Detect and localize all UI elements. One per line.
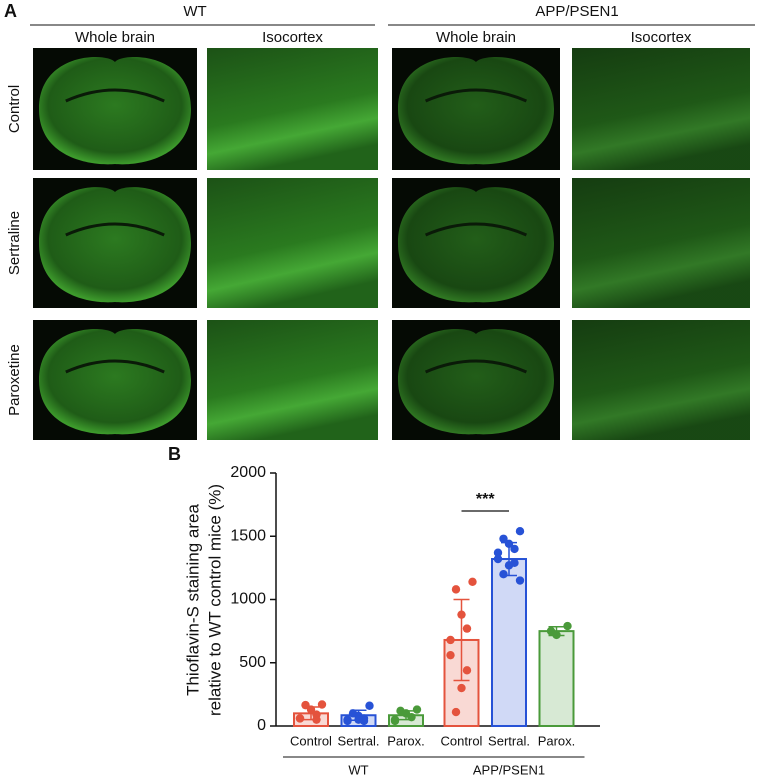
ventricle — [65, 88, 165, 103]
data-point — [446, 650, 455, 660]
brain-section — [398, 56, 554, 165]
data-point — [563, 621, 572, 631]
y-tick-label: 1000 — [230, 591, 266, 608]
data-point — [510, 544, 519, 554]
data-point — [343, 716, 352, 726]
group-label: APP/PSEN1 — [473, 762, 545, 777]
cortex-field — [207, 178, 378, 308]
x-tick-label: Control — [441, 733, 483, 748]
bar — [491, 558, 527, 728]
data-point — [451, 585, 461, 594]
column-header: Whole brain — [436, 29, 516, 46]
y-tick-label: 1500 — [230, 527, 266, 544]
row-label: Paroxetine — [6, 344, 23, 416]
data-point — [462, 624, 472, 633]
brain-section — [39, 187, 191, 303]
x-tick-label: Sertral. — [338, 733, 380, 748]
ventricle — [65, 222, 165, 237]
data-point — [365, 701, 374, 710]
cortex-field — [207, 320, 378, 440]
group-header: WT — [183, 3, 206, 20]
data-point — [493, 554, 503, 564]
column-header: Isocortex — [631, 29, 692, 46]
data-point — [493, 548, 503, 557]
data-point — [451, 707, 461, 717]
data-point — [317, 700, 327, 709]
data-point — [515, 576, 525, 585]
ventricle — [425, 222, 527, 237]
column-header: Isocortex — [262, 29, 323, 46]
data-point — [412, 705, 422, 714]
data-point — [295, 714, 305, 723]
x-tick-label: Sertral. — [488, 733, 530, 748]
row-label: Sertraline — [6, 211, 23, 275]
cortex-field — [207, 48, 378, 170]
data-point — [499, 534, 508, 543]
y-axis-label: relative to WT control mice (%) — [205, 484, 224, 716]
brain-section — [39, 328, 191, 435]
cortex-field — [572, 320, 750, 440]
data-point — [312, 715, 321, 724]
group-header: APP/PSEN1 — [535, 3, 618, 20]
ventricle — [425, 88, 527, 103]
data-point — [552, 630, 561, 640]
y-axis-label: Thioflavin-S staining area — [183, 504, 202, 696]
data-point — [457, 683, 466, 693]
data-point — [306, 705, 316, 714]
group-label: WT — [348, 762, 368, 777]
row-label: Control — [6, 85, 23, 133]
data-point — [390, 716, 400, 726]
brain-section — [39, 56, 191, 165]
column-header: Whole brain — [75, 29, 155, 46]
ventricle — [425, 359, 527, 374]
bar — [538, 630, 575, 727]
y-tick-label: 500 — [239, 654, 266, 671]
data-point — [468, 577, 477, 586]
data-point — [504, 539, 514, 549]
panel-label: B — [168, 444, 181, 464]
significance-label: *** — [476, 491, 495, 508]
x-tick-label: Control — [290, 733, 332, 748]
data-point — [504, 561, 514, 570]
data-point — [462, 666, 472, 675]
x-tick-label: Parox. — [387, 733, 425, 748]
data-point — [407, 712, 416, 722]
data-point — [446, 635, 455, 645]
data-point — [499, 570, 508, 579]
data-point — [354, 715, 363, 724]
ventricle — [65, 359, 165, 374]
cortex-field — [572, 178, 750, 308]
x-tick-label: Parox. — [538, 733, 576, 748]
y-tick-label: 2000 — [230, 464, 266, 481]
brain-section — [398, 328, 554, 435]
data-point — [515, 526, 525, 536]
y-tick-label: 0 — [257, 717, 266, 734]
brain-section — [398, 187, 554, 303]
cortex-field — [572, 48, 750, 170]
data-point — [457, 610, 466, 619]
panel-label: A — [4, 1, 17, 21]
